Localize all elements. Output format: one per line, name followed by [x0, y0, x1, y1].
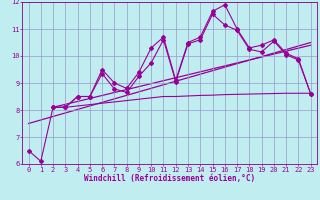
- X-axis label: Windchill (Refroidissement éolien,°C): Windchill (Refroidissement éolien,°C): [84, 174, 255, 183]
